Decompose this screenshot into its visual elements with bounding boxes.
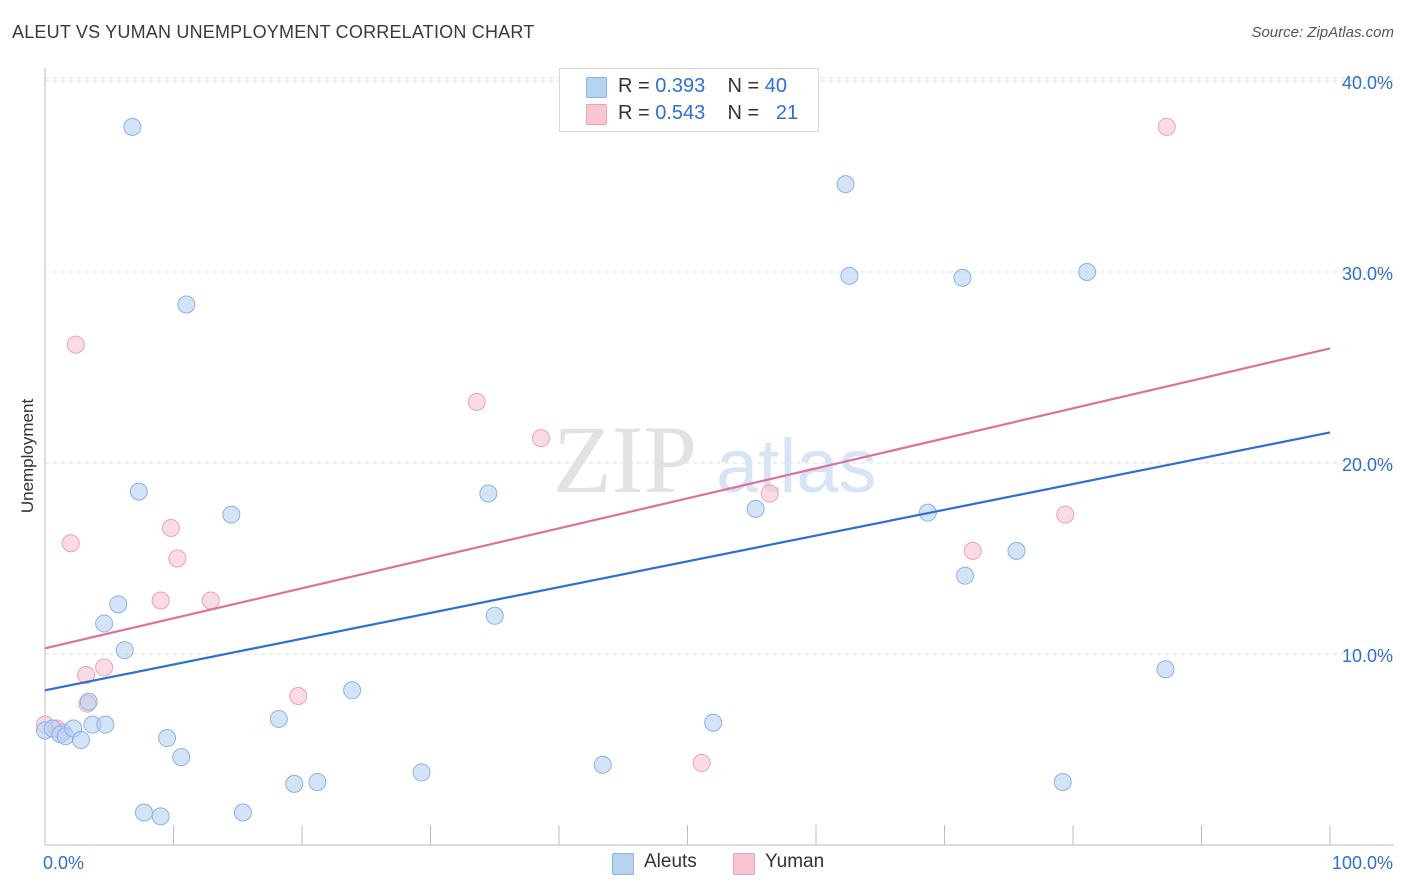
yuman-point xyxy=(289,687,308,706)
aleuts-legend-label: Aleuts xyxy=(644,851,697,872)
aleut-point xyxy=(151,807,170,826)
yuman-point xyxy=(201,591,220,610)
trend-lines xyxy=(44,347,1331,692)
aleuts-legend-swatch xyxy=(612,853,634,875)
aleut-swatch xyxy=(586,77,607,98)
yuman-legend-label: Yuman xyxy=(765,851,825,872)
aleut-point xyxy=(479,484,498,503)
aleut-point xyxy=(129,482,148,501)
yuman-r-value: 0.543 xyxy=(655,102,706,124)
yuman-n-label: N = xyxy=(727,102,765,124)
aleut-point xyxy=(222,505,241,524)
aleut-point xyxy=(308,772,327,791)
aleut-point xyxy=(115,641,134,660)
yuman-trend-line xyxy=(44,347,1331,650)
yuman-point xyxy=(95,658,114,677)
aleut-n-label: N = xyxy=(727,75,765,97)
aleut-point xyxy=(1156,660,1175,679)
x-tick-label: 0.0% xyxy=(43,853,84,873)
aleut-point xyxy=(233,803,252,822)
y-tick-label: 40.0% xyxy=(1342,73,1393,93)
yuman-point xyxy=(1157,117,1176,136)
aleut-point xyxy=(269,709,288,728)
yuman-point xyxy=(61,534,80,553)
aleut-r-label: R = xyxy=(618,75,656,97)
aleut-trend-line xyxy=(44,431,1331,692)
yuman-point xyxy=(963,541,982,560)
yuman-point xyxy=(692,753,711,772)
aleut-point xyxy=(956,566,975,585)
aleut-point xyxy=(704,713,723,732)
y-axis-label: Unemployment xyxy=(18,398,37,514)
yuman-point xyxy=(66,335,85,354)
aleut-point xyxy=(71,730,90,749)
aleut-point xyxy=(285,774,304,793)
watermark-zip: ZIP xyxy=(553,406,697,513)
aleut-point xyxy=(1078,263,1097,281)
x-tick-label: 100.0% xyxy=(1332,853,1393,873)
chart-title: ALEUT VS YUMAN UNEMPLOYMENT CORRELATION … xyxy=(12,22,535,42)
yuman-point xyxy=(532,429,551,448)
axes xyxy=(44,68,1394,846)
aleut-point xyxy=(96,715,115,734)
aleut-point xyxy=(746,499,765,518)
aleut-point xyxy=(343,681,362,700)
yuman-swatch xyxy=(586,104,607,125)
legend-yuman-text: R = 0.543 N = 21 xyxy=(618,102,798,125)
y-tick-label: 20.0% xyxy=(1342,455,1393,475)
aleut-point xyxy=(95,614,114,633)
y-tick-label: 30.0% xyxy=(1342,264,1393,284)
yuman-point xyxy=(161,518,180,537)
yuman-point xyxy=(168,549,187,568)
stats-legend: R = 0.393 N = 40 R = 0.543 N = 21 xyxy=(559,68,819,132)
yuman-point xyxy=(760,484,779,503)
aleut-point xyxy=(172,748,191,767)
watermark-atlas: atlas xyxy=(716,424,877,509)
aleut-point xyxy=(1007,541,1026,560)
aleut-point xyxy=(123,117,142,136)
aleut-point xyxy=(840,266,859,285)
legend-aleut-text: R = 0.393 N = 40 xyxy=(618,75,787,98)
yuman-n-value: 21 xyxy=(775,102,799,124)
gridlines xyxy=(45,77,1394,655)
aleut-point xyxy=(1053,772,1072,791)
aleut-point xyxy=(593,755,612,774)
aleut-point xyxy=(158,729,177,748)
yuman-point xyxy=(1056,505,1075,524)
aleut-point xyxy=(412,763,431,782)
yuman-point xyxy=(77,666,96,685)
aleut-point xyxy=(177,295,196,314)
aleut-point xyxy=(134,803,153,822)
aleut-n-value: 40 xyxy=(764,75,788,97)
aleut-point xyxy=(953,268,972,287)
y-tick-label: 10.0% xyxy=(1342,646,1393,666)
yuman-legend-swatch xyxy=(733,853,755,875)
tick-labels: 10.0% 20.0% 30.0% 40.0% 0.0% 100.0% xyxy=(43,73,1393,873)
aleut-point xyxy=(485,606,504,625)
aleut-point xyxy=(79,692,98,711)
source-credit: Source: ZipAtlas.com xyxy=(1251,24,1394,41)
yuman-point xyxy=(467,392,486,411)
yuman-r-label: R = xyxy=(618,102,656,124)
yuman-point xyxy=(151,591,170,610)
aleut-point xyxy=(109,595,128,614)
watermark: ZIP atlas xyxy=(553,406,877,513)
aleut-r-value: 0.393 xyxy=(655,75,706,97)
aleut-point xyxy=(836,175,855,194)
